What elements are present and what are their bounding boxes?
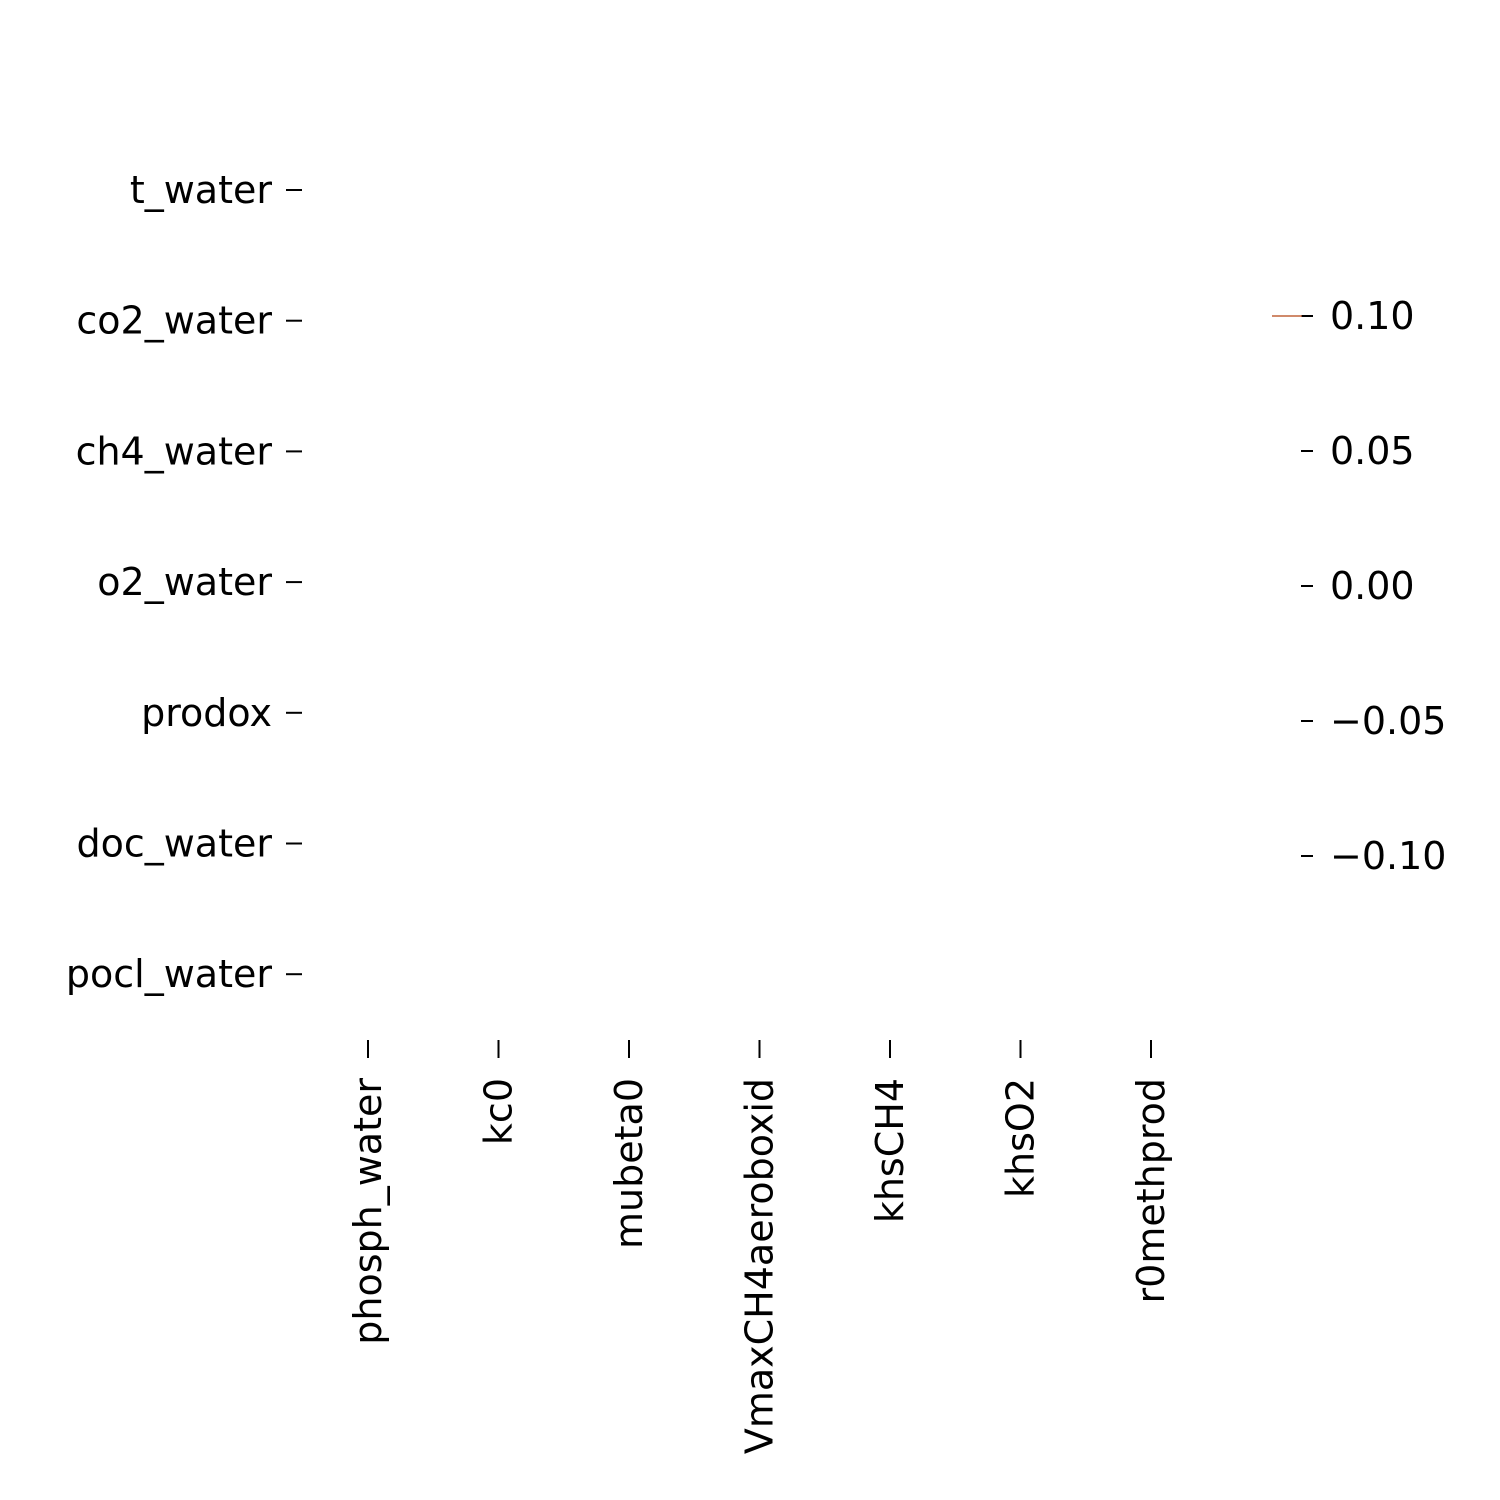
row-tick-label: co2_water bbox=[76, 299, 272, 343]
colorbar-tick-label: −0.10 bbox=[1330, 834, 1446, 878]
column-tick-label: kc0 bbox=[477, 1078, 521, 1145]
row-tick-label: t_water bbox=[130, 168, 273, 212]
column-tick-labels: phosph_water kc0 mubeta0 VmaxCH4aeroboxid kh… bbox=[346, 1040, 1173, 1454]
colorbar-tick-label: −0.05 bbox=[1330, 699, 1446, 743]
column-tick-label: khsO2 bbox=[999, 1078, 1043, 1198]
column-tick-label: khsCH4 bbox=[868, 1078, 912, 1223]
row-tick-label: prodox bbox=[141, 691, 272, 735]
row-tick-label: ch4_water bbox=[76, 429, 273, 473]
colorbar: 0.10 0.05 0.00 −0.05 −0.10 bbox=[1272, 294, 1446, 878]
column-tick-label: VmaxCH4aeroboxid bbox=[738, 1078, 782, 1454]
row-tick-label: pocl_water bbox=[66, 952, 272, 996]
colorbar-tick-label: 0.05 bbox=[1330, 429, 1415, 473]
column-tick-label: r0methprod bbox=[1129, 1078, 1173, 1303]
colorbar-tick-label: 0.10 bbox=[1330, 294, 1415, 338]
row-tick-label: doc_water bbox=[76, 822, 272, 866]
row-tick-label: o2_water bbox=[97, 560, 272, 604]
column-tick-label: mubeta0 bbox=[607, 1078, 651, 1249]
column-tick-label: phosph_water bbox=[346, 1078, 390, 1345]
colorbar-tick-label: 0.00 bbox=[1330, 564, 1415, 608]
